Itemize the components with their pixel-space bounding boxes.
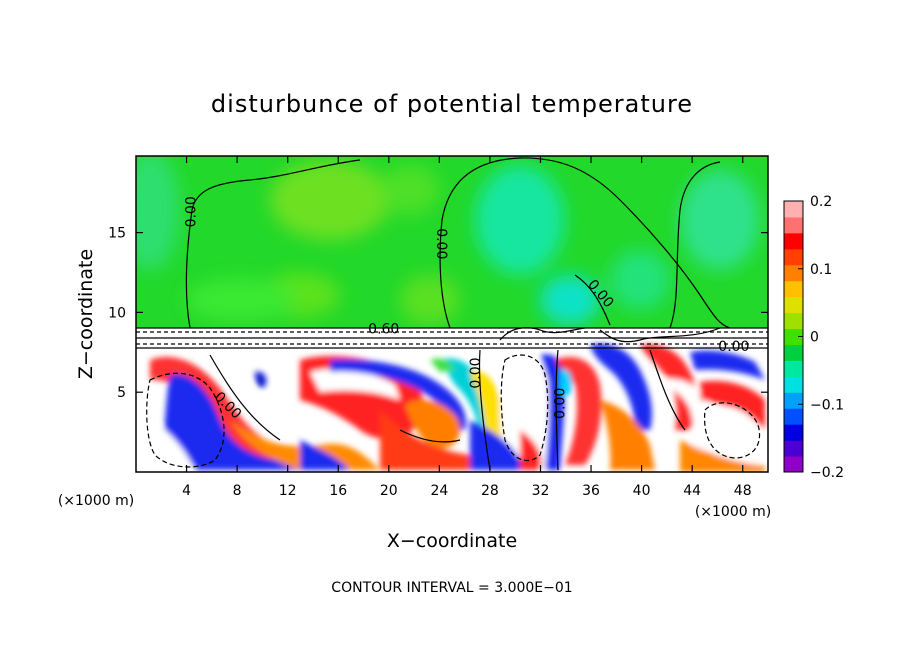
colorbar-swatch [784,232,803,250]
x-tick-label: 4 [182,483,191,499]
contour-label-text: 0.00 [433,228,449,259]
colorbar-swatch [784,360,803,377]
y-axis-ticks: 5 10 15 [108,226,768,401]
x-tick-label: 44 [683,483,701,499]
colorbar-swatch [784,328,803,345]
colorbar-swatch [784,424,803,441]
x-tick-label: 12 [279,483,297,499]
contour-label-text: 0.00 [183,196,199,227]
colorbar-swatch [784,408,803,425]
x-unit-left: (×1000 m) [58,493,134,509]
contour-label-text: 0.00 [468,357,484,388]
lower-field-texture [150,343,766,472]
y-axis-label: Z−coordinate [75,249,97,379]
inversion-band [136,328,768,350]
colorbar-swatch [784,248,803,266]
colorbar-swatch [784,296,803,314]
y-tick-label: 15 [108,226,126,242]
contour-lines [136,157,768,471]
contour-interval-note: CONTOUR INTERVAL = 3.000E−01 [331,580,572,596]
x-tick-label: 24 [430,483,448,499]
y-tick-label: 5 [117,385,126,401]
upper-field-texture [136,156,760,325]
colorbar: 0.2 0.1 0 −0.1 −0.2 [783,194,844,481]
colorbar-swatch [784,376,803,393]
colorbar-tick-label: −0.2 [810,465,844,481]
colorbar-swatch [784,264,803,282]
contour-label: 0.00 [183,196,199,227]
x-tick-label: 8 [233,483,242,499]
x-axis-ticks: 4 8 12 16 20 24 28 32 36 40 44 48 [182,156,752,499]
contour-label-text: 0.60 [368,321,399,337]
colorbar-swatch [784,440,803,457]
colorbar-swatch [784,392,803,409]
contour-label: 0.00 [552,388,568,419]
x-tick-label: 32 [532,483,550,499]
contour-label: 0.00 [468,357,484,388]
x-tick-label: 48 [734,483,752,499]
x-tick-label: 16 [329,483,347,499]
x-tick-label: 36 [582,483,600,499]
contour-label: 0.00 [433,228,449,259]
colorbar-tick-label: −0.1 [810,397,844,413]
contour-label: 0.00 [718,339,749,355]
colorbar-swatch [784,280,803,298]
colorbar-tick-label: 0.2 [810,194,832,210]
colorbar-swatch [784,456,803,473]
colorbar-tick-label: 0 [810,330,819,346]
plot-frame [135,155,769,473]
colorbar-tick-label: 0.1 [810,262,832,278]
colorbar-swatch [784,216,803,234]
x-tick-label: 20 [380,483,398,499]
chart-title: disturbunce of potential temperature [211,90,693,118]
y-tick-label: 10 [108,305,126,321]
colorbar-swatches [784,201,803,473]
contour-label-text: 0.00 [718,339,749,355]
x-axis-label: X−coordinate [387,530,517,552]
x-unit-right: (×1000 m) [695,504,771,520]
x-tick-label: 40 [633,483,651,499]
colorbar-swatch [784,312,803,330]
colorbar-ticks: 0.2 0.1 0 −0.1 −0.2 [798,194,844,481]
contour-label-text: 0.00 [552,388,568,419]
plot-area [136,156,768,472]
colorbar-swatch [784,344,803,361]
x-tick-label: 28 [481,483,499,499]
contour-label: 0.60 [368,321,399,337]
colorbar-swatch [784,201,803,218]
